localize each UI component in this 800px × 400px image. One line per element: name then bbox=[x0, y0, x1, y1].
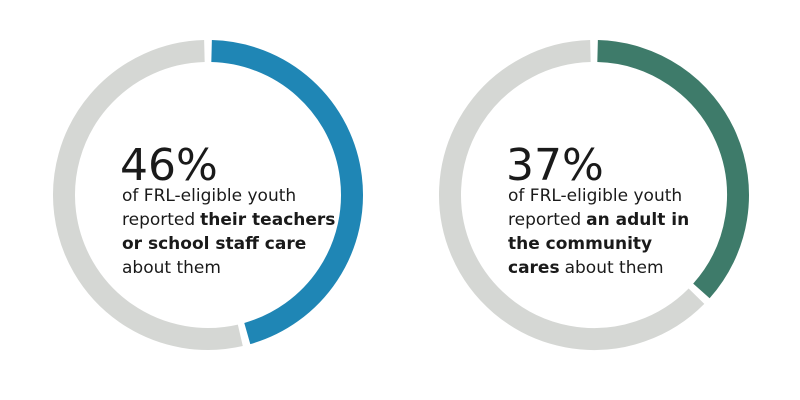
description-text: their teachers bbox=[200, 210, 335, 230]
description-line: reported their teachers bbox=[122, 210, 335, 230]
description-line: reported an adult in bbox=[508, 210, 689, 230]
description-text: of FRL-eligible youth bbox=[122, 186, 296, 206]
description-text: reported bbox=[122, 210, 195, 230]
description-line: or school staff care bbox=[122, 234, 306, 254]
donut-track bbox=[53, 40, 243, 350]
description-line: of FRL-eligible youth bbox=[508, 186, 682, 206]
description-line: cares about them bbox=[508, 258, 664, 278]
description-text: or school staff care bbox=[122, 234, 306, 254]
donut-track bbox=[439, 40, 705, 350]
value-label: 46% bbox=[120, 140, 218, 191]
description-text: of FRL-eligible youth bbox=[508, 186, 682, 206]
description-text: reported bbox=[508, 210, 581, 230]
description-text: about them bbox=[122, 258, 221, 278]
donut-segment bbox=[597, 40, 749, 299]
description-text: about them bbox=[565, 258, 664, 278]
description-line: about them bbox=[122, 258, 221, 278]
description-text: cares bbox=[508, 258, 560, 278]
donut-segment bbox=[211, 40, 363, 345]
description-text: the community bbox=[508, 234, 652, 254]
value-label: 37% bbox=[506, 140, 604, 191]
description-line: of FRL-eligible youth bbox=[122, 186, 296, 206]
description-line: the community bbox=[508, 234, 652, 254]
description-text: an adult in bbox=[586, 210, 689, 230]
